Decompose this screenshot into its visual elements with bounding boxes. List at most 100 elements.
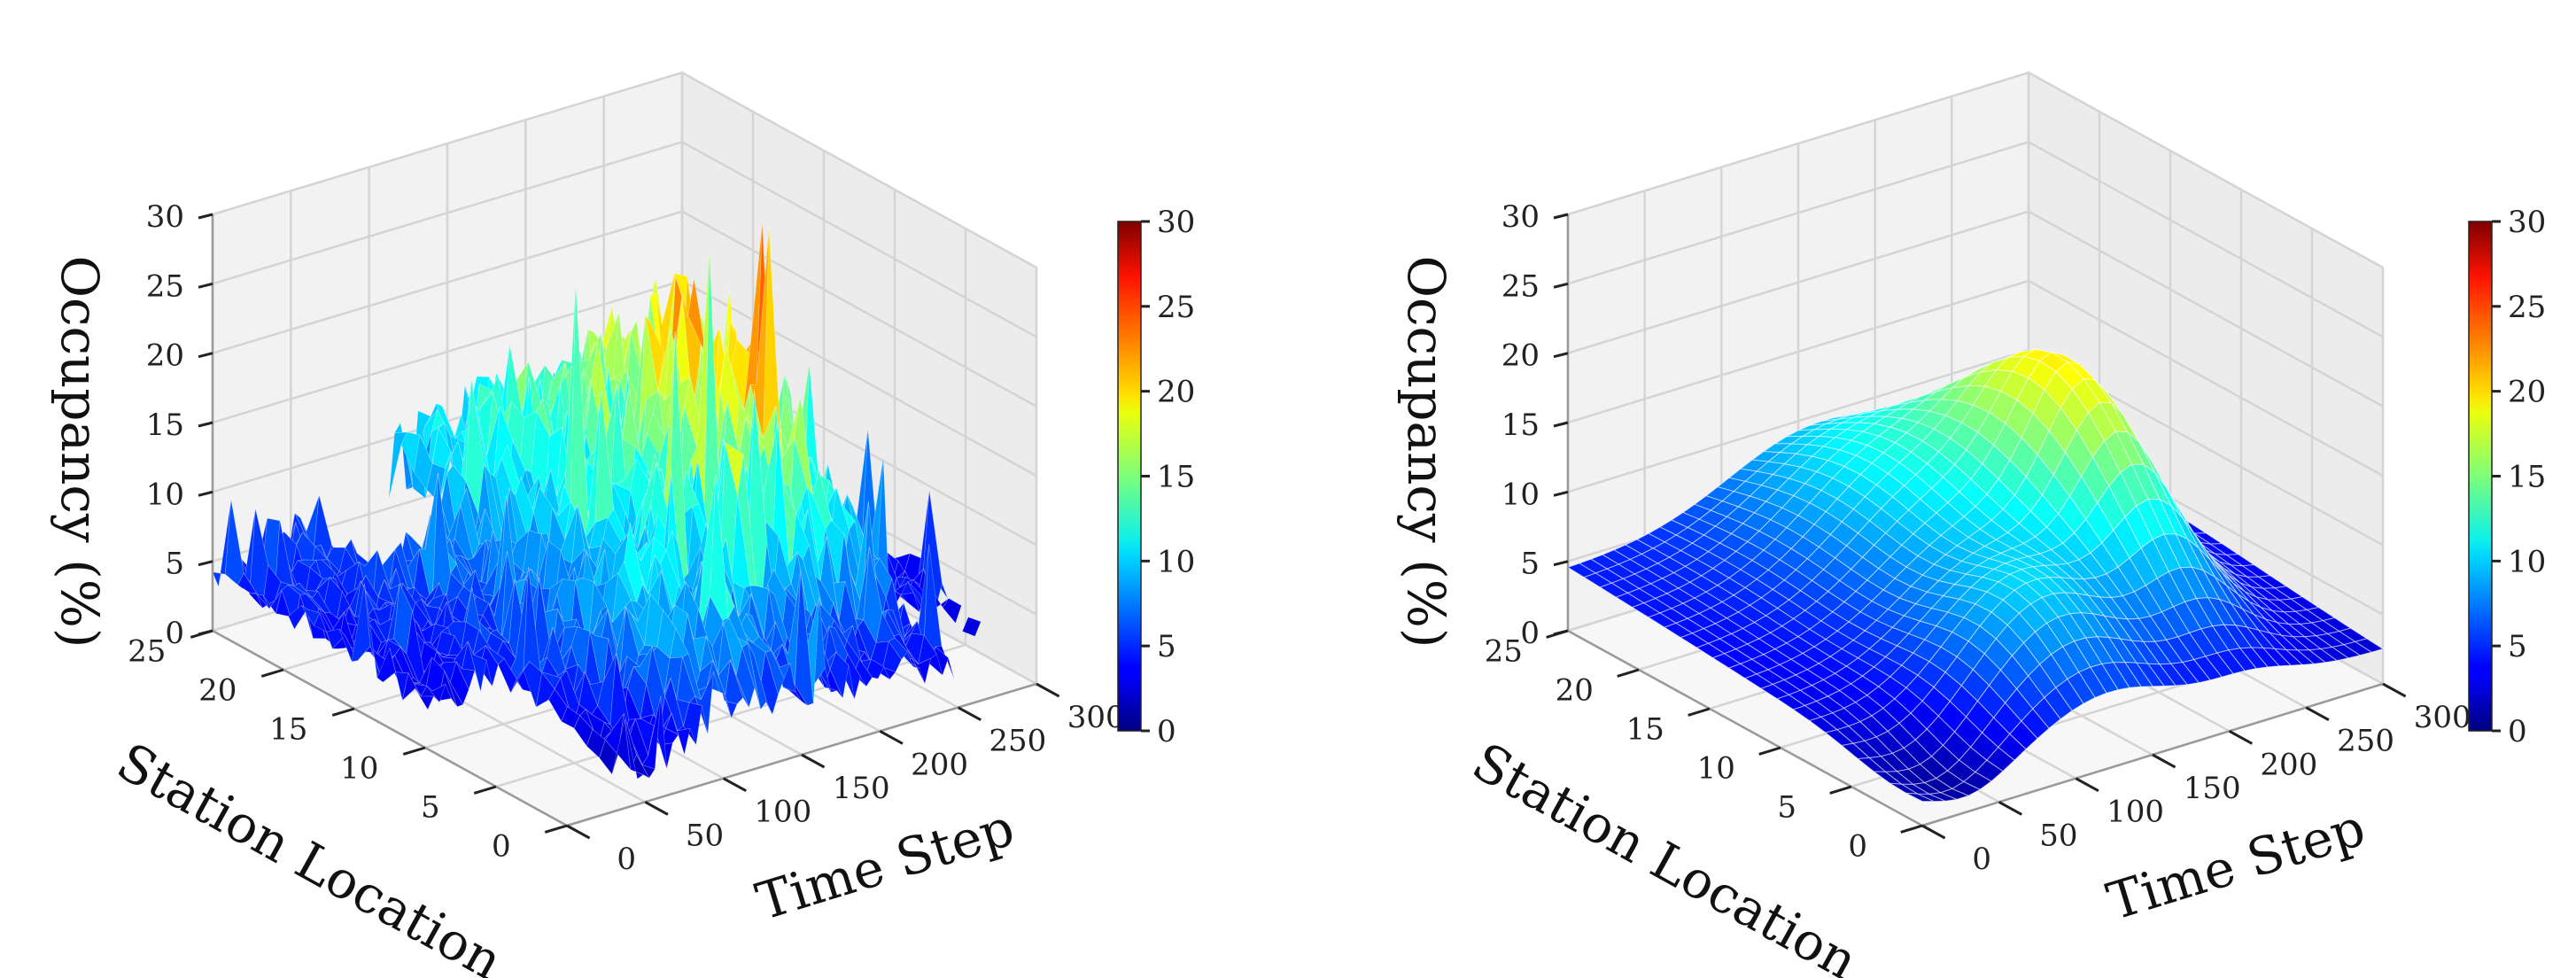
surface-facet xyxy=(316,577,336,590)
time-tick-mark xyxy=(879,730,904,745)
surface-facet xyxy=(918,634,937,665)
occupancy-tick-label: 0 xyxy=(165,616,184,651)
time-tick-label: 50 xyxy=(2039,818,2077,853)
surface-facet xyxy=(438,441,459,503)
surface-facet xyxy=(389,648,409,701)
colorbar-tick-label: 25 xyxy=(2508,290,2546,325)
occupancy-axis-label: Occupancy (%) xyxy=(50,256,110,648)
grid-line-occupancy xyxy=(1567,140,2384,338)
time-tick-label: 250 xyxy=(2337,724,2394,759)
surface-facet xyxy=(777,421,797,577)
occupancy-tick-mark xyxy=(1553,629,1569,636)
colorbar-tick-label: 20 xyxy=(1157,375,1195,410)
station-tick-label: 25 xyxy=(1485,633,1523,669)
station-tick-label: 5 xyxy=(421,789,440,825)
occupancy-tick-mark xyxy=(198,490,213,497)
surface-facet xyxy=(899,576,919,588)
surface-facet xyxy=(573,715,594,747)
grid-line-occupancy xyxy=(212,140,1037,338)
colorbar-tick-label: 0 xyxy=(1157,714,1176,749)
station-tick-mark xyxy=(260,668,284,678)
surface-facet xyxy=(250,593,270,609)
occupancy-tick-label: 15 xyxy=(146,408,184,443)
time-tick-label: 150 xyxy=(2184,771,2241,806)
occupancy-tick-label: 5 xyxy=(1520,547,1540,582)
time-tick-label: 200 xyxy=(2260,747,2317,782)
time-tick-label: 0 xyxy=(1972,842,1991,877)
occupancy-tick-label: 10 xyxy=(146,477,184,512)
surface-facet xyxy=(741,642,761,710)
time-tick-mark xyxy=(566,824,591,840)
time-tick-mark xyxy=(2228,730,2253,745)
colorbar-tick-label: 0 xyxy=(2508,714,2527,749)
time-tick-label: 300 xyxy=(2414,700,2471,735)
station-tick-mark xyxy=(473,785,497,795)
surface-facet xyxy=(449,539,469,587)
surface-facet xyxy=(449,661,469,706)
surface-facet xyxy=(444,572,464,606)
occupancy-surface xyxy=(1566,348,2385,803)
surface-facet xyxy=(237,572,258,594)
surface-facet xyxy=(313,612,333,649)
occupancy-tick-mark xyxy=(1553,490,1569,497)
colorbar-tick-label: 15 xyxy=(1157,460,1195,495)
station-axis-line xyxy=(212,629,568,827)
station-tick-label: 0 xyxy=(492,828,511,864)
occupancy-tick-label: 5 xyxy=(165,547,184,582)
grid-line-occupancy xyxy=(212,71,1037,269)
occupancy-tick-label: 30 xyxy=(1501,199,1540,235)
time-tick-label: 50 xyxy=(686,818,724,853)
occupancy-tick-mark xyxy=(198,629,213,636)
grid-line-occupancy xyxy=(1567,210,2384,408)
colorbar-gradient xyxy=(2468,221,2493,732)
station-tick-label: 5 xyxy=(1777,789,1796,825)
station-tick-mark xyxy=(1617,668,1640,678)
station-tick-mark xyxy=(544,824,568,834)
occupancy-tick-label: 20 xyxy=(146,338,184,374)
surface-facet xyxy=(426,593,446,609)
colorbar-tick-label: 30 xyxy=(2508,205,2546,240)
station-tick-mark xyxy=(1688,707,1711,717)
surface-facet xyxy=(823,480,843,515)
surface-facet xyxy=(630,754,650,779)
time-tick-mark xyxy=(644,801,669,816)
surface-facet xyxy=(582,391,601,543)
station-tick-label: 0 xyxy=(1848,828,1867,864)
surface-facet xyxy=(824,668,843,699)
occupancy-surface xyxy=(212,222,982,780)
surface-facet xyxy=(943,597,962,625)
occupancy-tick-mark xyxy=(1553,421,1569,428)
surface-facet xyxy=(548,688,568,723)
time-tick-mark xyxy=(1998,801,2022,816)
surface-facet xyxy=(429,623,448,650)
surface-facet xyxy=(300,604,321,626)
time-tick-label: 0 xyxy=(617,842,636,877)
surface-facet xyxy=(306,594,325,613)
station-tick-mark xyxy=(402,746,426,756)
time-tick-mark xyxy=(957,706,982,722)
right-surface-plot: 0501001502002503000510152025051015202530… xyxy=(1396,71,2546,978)
time-tick-mark xyxy=(1036,682,1060,698)
occupancy-tick-mark xyxy=(1553,282,1569,289)
time-tick-label: 250 xyxy=(989,724,1046,759)
colorbar: 0 5 10 15 20 25 30 xyxy=(2468,205,2546,749)
left-surface-plot: 0501001502002503000510152025051015202530… xyxy=(50,71,1195,978)
surface-facet xyxy=(656,609,677,659)
time-tick-mark xyxy=(2152,753,2176,769)
station-tick-mark xyxy=(1829,785,1852,795)
surface-facet xyxy=(426,462,446,504)
time-tick-label: 150 xyxy=(833,771,890,806)
occupancy-tick-mark xyxy=(198,282,213,289)
surface-facet xyxy=(888,637,908,661)
grid-line-occupancy xyxy=(212,210,1037,408)
occupancy-tick-label: 20 xyxy=(1501,338,1540,374)
surface-facet xyxy=(415,688,434,710)
station-tick-label: 10 xyxy=(340,750,378,786)
station-axis-line xyxy=(1567,629,1923,827)
occupancy-tick-mark xyxy=(198,352,213,359)
time-tick-mark xyxy=(2075,777,2099,793)
occupancy-tick-mark xyxy=(198,213,213,220)
occupancy-tick-mark xyxy=(198,421,213,428)
colorbar-tick-label: 5 xyxy=(2508,629,2527,664)
occupancy-tick-label: 25 xyxy=(146,268,184,304)
